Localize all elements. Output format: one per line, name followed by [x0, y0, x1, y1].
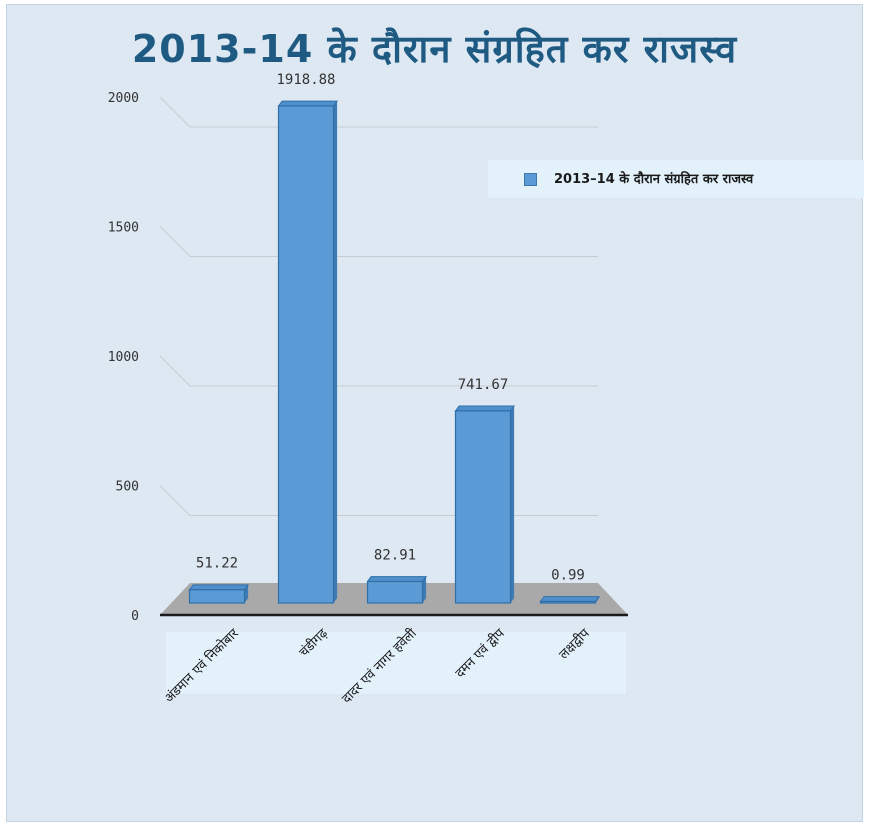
data-label: 51.22: [196, 556, 238, 572]
bar-top: [188, 584, 250, 591]
x-tick-label: दमन एवं द्वीप: [452, 625, 508, 681]
bar-top: [366, 576, 428, 583]
category-label-band: [166, 632, 626, 694]
bar-top: [277, 100, 339, 107]
bar-front: [277, 105, 335, 604]
bar-top: [539, 596, 601, 602]
bar-front: [188, 589, 246, 604]
bar-side: [422, 576, 427, 603]
data-label: 741.67: [458, 377, 509, 393]
bar-front: [539, 600, 597, 604]
bar-side: [510, 406, 515, 603]
bar-side: [333, 101, 338, 603]
y-tick-label: 2000: [108, 91, 139, 106]
x-tick-label: चंडीगढ़: [296, 625, 331, 660]
gridline-depth: [159, 355, 191, 387]
bar-top: [454, 405, 516, 412]
x-tick-label: दादर एवं नागर हवेली: [339, 625, 421, 707]
x-tick-label: लक्षद्वीप: [556, 625, 593, 662]
bar: [539, 596, 601, 604]
data-label: 82.91: [374, 548, 416, 564]
y-tick-label: 0: [131, 609, 139, 624]
bar: [454, 405, 516, 604]
data-label: 0.99: [551, 568, 585, 584]
bar: [188, 584, 250, 604]
y-tick-label: 1500: [108, 221, 139, 236]
data-label: 1918.88: [276, 72, 335, 88]
chart-title: 2013-14 के दौरान संग्रहित कर राजस्व: [131, 27, 738, 71]
x-tick-label: अंडमान एवं निकोबार: [161, 625, 242, 706]
gridline-depth: [159, 485, 191, 516]
y-tick-label: 1000: [108, 350, 139, 365]
gridline-depth: [159, 96, 191, 128]
legend: 2013–14 के दौरान संग्रहित कर राजस्व: [488, 160, 864, 198]
bar-front: [366, 580, 424, 604]
legend-label: 2013–14 के दौरान संग्रहित कर राजस्व: [554, 172, 754, 187]
bar: [277, 100, 339, 604]
bar-front: [454, 410, 512, 604]
legend-swatch: [524, 173, 537, 186]
y-tick-label: 500: [116, 480, 139, 495]
bar: [366, 576, 428, 604]
gridline-depth: [159, 226, 191, 257]
bar-side: [244, 584, 249, 603]
